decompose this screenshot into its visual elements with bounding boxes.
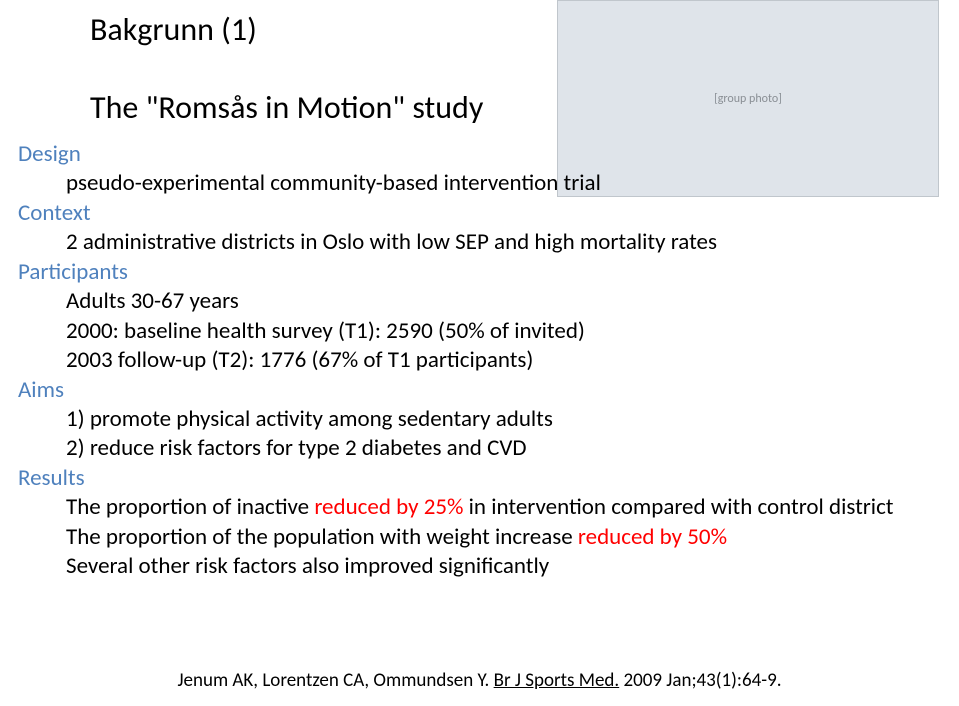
results-1c: in intervention compared with control di… <box>469 493 894 521</box>
section-results-label: Results <box>18 464 938 493</box>
slide-title: Bakgrunn (1) <box>90 10 257 49</box>
section-design-label: Design <box>18 140 938 169</box>
results-2a: The proportion of the population with we… <box>66 523 578 551</box>
results-1a: The proportion of inactive <box>66 493 314 521</box>
section-participants-label: Participants <box>18 258 938 287</box>
aims-line-1: 1) promote physical activity among seden… <box>66 405 938 434</box>
section-aims-label: Aims <box>18 376 938 405</box>
section-context-label: Context <box>18 199 938 228</box>
results-line-1: The proportion of inactive reduced by 25… <box>66 493 938 522</box>
context-line: 2 administrative districts in Oslo with … <box>66 228 938 257</box>
citation-rest: 2009 Jan;43(1):64-9. <box>619 669 781 692</box>
citation: Jenum AK, Lorentzen CA, Ommundsen Y. Br … <box>0 669 959 692</box>
aims-line-2: 2) reduce risk factors for type 2 diabet… <box>66 434 938 463</box>
results-line-3: Several other risk factors also improved… <box>66 552 938 581</box>
results-line-2: The proportion of the population with we… <box>66 523 938 552</box>
citation-journal: Br J Sports Med. <box>494 669 620 692</box>
slide-subtitle: The "Romsås in Motion" study <box>90 88 483 127</box>
results-2b-highlight: reduced by 50% <box>578 523 727 551</box>
participants-line-2: 2000: baseline health survey (T1): 2590 … <box>66 317 938 346</box>
participants-line-3: 2003 follow-up (T2): 1776 (67% of T1 par… <box>66 346 938 375</box>
participants-line-1: Adults 30-67 years <box>66 287 938 316</box>
results-1b-highlight: reduced by 25% <box>314 493 468 521</box>
design-line: pseudo-experimental community-based inte… <box>66 169 938 198</box>
citation-authors: Jenum AK, Lorentzen CA, Ommundsen Y. <box>177 669 493 692</box>
slide-body: Design pseudo-experimental community-bas… <box>18 140 938 582</box>
